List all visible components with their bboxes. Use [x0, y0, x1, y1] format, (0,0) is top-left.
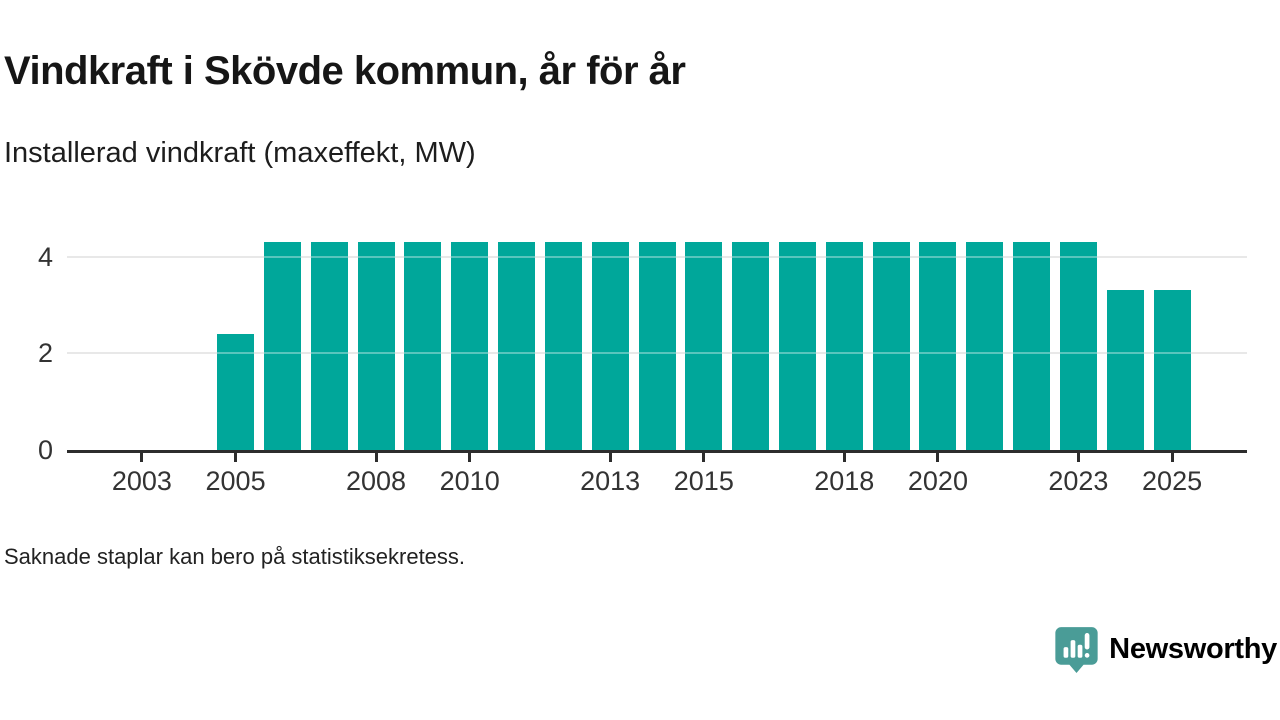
x-tick-label: 2018	[814, 466, 875, 496]
x-tick-label: 2013	[580, 466, 641, 496]
chart-footnote: Saknade staplar kan bero på statistiksek…	[4, 544, 466, 569]
x-tick-label: 2023	[1048, 466, 1109, 496]
bar-2006	[263, 242, 301, 450]
x-tick	[608, 452, 612, 462]
x-tick	[374, 452, 378, 462]
x-axis-line	[67, 449, 1247, 453]
bar-2018	[825, 242, 863, 450]
bar-2005	[217, 333, 255, 450]
bar-2023	[1059, 242, 1097, 450]
x-tick	[234, 452, 238, 462]
bar-2017	[778, 242, 816, 450]
x-tick-label: 2015	[673, 466, 734, 496]
bar-2007	[310, 242, 348, 450]
x-tick-label: 2008	[346, 466, 407, 496]
bar-2012	[544, 242, 582, 450]
x-tick	[936, 452, 940, 462]
bar-2008	[357, 242, 395, 450]
x-tick-label: 2005	[205, 466, 266, 496]
bar-2021	[966, 242, 1004, 450]
newsworthy-logo-text: Newsworthy	[1109, 633, 1277, 665]
chart-subtitle: Installerad vindkraft (maxeffekt, MW)	[4, 137, 476, 169]
y-tick-label: 0	[37, 435, 53, 465]
bar-2010	[451, 242, 489, 450]
y-tick-label: 2	[37, 338, 53, 369]
x-tick	[1170, 452, 1174, 462]
branding: Newsworthy	[1053, 626, 1277, 673]
bar-2025	[1153, 290, 1191, 450]
bar-2022	[1013, 242, 1051, 450]
bar-2011	[498, 242, 536, 450]
x-tick	[702, 452, 706, 462]
bar-chart-plot-area: 0 2 4 2003 2005 2008 2010 2013 2015 2018 2020 2023 2…	[38, 230, 1247, 496]
x-tick-label: 2003	[111, 466, 172, 496]
x-tick-label: 2010	[439, 466, 500, 496]
y-gridline-overlay	[67, 255, 1247, 258]
x-tick	[468, 452, 472, 462]
bar-2013	[591, 242, 629, 450]
x-tick	[842, 452, 846, 462]
bar-2020	[919, 242, 957, 450]
x-tick-label: 2020	[907, 466, 968, 496]
bar-2014	[638, 242, 676, 450]
bar-2015	[685, 242, 723, 450]
bar-2016	[732, 242, 770, 450]
chart-title: Vindkraft i Skövde kommun, år för år	[4, 49, 686, 93]
x-tick-label: 2025	[1142, 466, 1203, 496]
bar-2009	[404, 242, 442, 450]
y-tick-label: 4	[37, 241, 53, 272]
x-tick	[1076, 452, 1080, 462]
x-tick	[140, 452, 144, 462]
bar-2024	[1106, 290, 1144, 450]
y-gridline-overlay	[67, 352, 1247, 355]
newsworthy-logo-icon	[1055, 627, 1098, 673]
bar-2019	[872, 242, 910, 450]
